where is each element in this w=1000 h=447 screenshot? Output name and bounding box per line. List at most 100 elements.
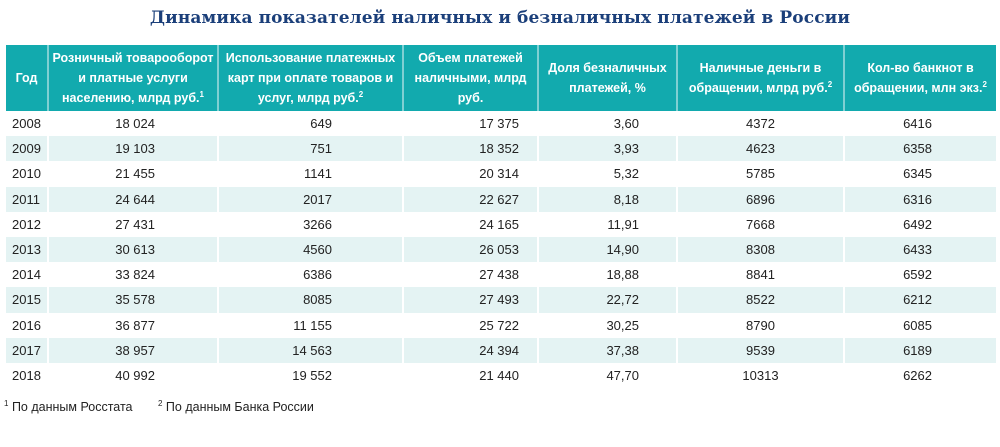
cell-cash-payments: 27 493	[402, 287, 538, 313]
cell-card-payments: 8085	[217, 287, 403, 313]
table-row: 2008 18 024 649 17 375 3,60 4372 6416	[6, 111, 996, 137]
cell-retail-turnover: 38 957	[47, 337, 218, 363]
payments-table: Год Розничный товарооборот и платные усл…	[6, 45, 996, 389]
cell-year: 2014	[12, 267, 41, 283]
cell-cash-payments: 22 627	[402, 186, 538, 212]
cell-retail-turnover: 21 455	[47, 161, 218, 187]
cell-year: 2011	[6, 186, 48, 212]
cell-year: 2018	[12, 367, 41, 383]
cell-card-payments: 11 155	[217, 312, 403, 338]
cell-banknotes-count: 6212	[843, 287, 996, 313]
header-cashless-share: Доля безналичных платежей, %	[537, 45, 677, 111]
cell-retail-turnover: 35 578	[47, 287, 218, 313]
cell-cash-payments: 25 722	[402, 312, 538, 338]
cell-cashless-share: 18,88	[537, 262, 677, 288]
cell-banknotes-count: 6085	[843, 312, 996, 338]
cell-cash-in-circulation: 9539	[676, 337, 844, 363]
cell-cashless-share: 8,18	[537, 186, 677, 212]
header-row: Год Розничный товарооборот и платные усл…	[6, 45, 996, 111]
cell-cash-payments: 27 438	[402, 262, 538, 288]
cell-cash-payments: 26 053	[402, 236, 538, 263]
cell-cash-payments: 18 352	[402, 136, 538, 162]
header-retail-turnover: Розничный товарооборот и платные услуги …	[47, 45, 218, 111]
table-row: 2018 40 992 19 552 21 440 47,70 10313 6262	[6, 362, 996, 389]
cell-cashless-share: 47,70	[537, 362, 677, 389]
cell-banknotes-count: 6358	[843, 136, 996, 162]
table-row: 2012 27 431 3266 24 165 11,91 7668 6492	[6, 211, 996, 237]
cell-cash-in-circulation: 7668	[676, 211, 844, 237]
cell-cashless-share: 5,32	[537, 161, 677, 187]
header-banknotes-count: Кол-во банкнот в обращении, млн экз.2	[843, 45, 996, 111]
cell-retail-turnover: 33 824	[47, 262, 218, 288]
cell-cashless-share: 11,91	[537, 211, 677, 237]
cell-cashless-share: 3,93	[537, 136, 677, 162]
cell-cash-payments: 17 375	[402, 111, 538, 137]
cell-year: 2012	[12, 216, 41, 232]
cell-year: 2017	[6, 337, 48, 363]
cell-banknotes-count: 6433	[843, 236, 996, 263]
cell-retail-turnover: 19 103	[47, 136, 218, 162]
cell-year: 2016	[12, 317, 41, 333]
cell-retail-turnover: 36 877	[47, 312, 218, 338]
cell-year: 2009	[6, 136, 48, 162]
cell-card-payments: 751	[217, 136, 403, 162]
cell-cashless-share: 30,25	[537, 312, 677, 338]
cell-cashless-share: 37,38	[537, 337, 677, 363]
cell-cash-payments: 24 394	[402, 337, 538, 363]
cell-retail-turnover: 18 024	[47, 111, 218, 137]
cell-cash-in-circulation: 4372	[676, 111, 844, 137]
table-title: Динамика показателей наличных и безналич…	[149, 8, 851, 28]
cell-banknotes-count: 6592	[843, 262, 996, 288]
cell-card-payments: 6386	[217, 262, 403, 288]
header-cash-payments: Объем платежей наличными, млрд руб.	[402, 45, 538, 111]
cell-cash-in-circulation: 4623	[676, 136, 844, 162]
cell-retail-turnover: 30 613	[47, 236, 218, 263]
cell-card-payments: 1141	[217, 161, 403, 187]
header-year: Год	[6, 45, 48, 111]
cell-cash-in-circulation: 6896	[676, 186, 844, 212]
table-row: 2015 35 578 8085 27 493 22,72 8522 6212	[6, 287, 996, 313]
table-row: 2016 36 877 11 155 25 722 30,25 8790 6085	[6, 312, 996, 338]
footnote-rosstat: 1 По данным Росстата	[4, 399, 133, 415]
table-row: 2011 24 644 2017 22 627 8,18 6896 6316	[6, 186, 996, 212]
cell-year: 2010	[12, 166, 41, 182]
cell-retail-turnover: 24 644	[47, 186, 218, 212]
cell-cash-in-circulation: 5785	[676, 161, 844, 187]
cell-card-payments: 3266	[217, 211, 403, 237]
cell-card-payments: 2017	[217, 186, 403, 212]
cell-banknotes-count: 6316	[843, 186, 996, 212]
cell-cash-in-circulation: 8308	[676, 236, 844, 263]
table-row: 2009 19 103 751 18 352 3,93 4623 6358	[6, 136, 996, 162]
cell-year: 2008	[12, 116, 41, 132]
cell-year: 2013	[6, 236, 48, 263]
header-card-payments: Использование платежных карт при оплате …	[217, 45, 403, 111]
cell-cash-payments: 24 165	[402, 211, 538, 237]
cell-cash-in-circulation: 8841	[676, 262, 844, 288]
cell-card-payments: 19 552	[217, 362, 403, 389]
cell-banknotes-count: 6262	[843, 362, 996, 389]
cell-cash-in-circulation: 10313	[676, 362, 844, 389]
cell-retail-turnover: 27 431	[47, 211, 218, 237]
cell-banknotes-count: 6189	[843, 337, 996, 363]
cell-banknotes-count: 6492	[843, 211, 996, 237]
cell-cash-in-circulation: 8522	[676, 287, 844, 313]
cell-cash-in-circulation: 8790	[676, 312, 844, 338]
footnote-bank-of-russia: 2 По данным Банка России	[157, 399, 314, 415]
cell-card-payments: 4560	[217, 236, 403, 263]
cell-banknotes-count: 6345	[843, 161, 996, 187]
cell-cashless-share: 3,60	[537, 111, 677, 137]
table-row: 2017 38 957 14 563 24 394 37,38 9539 6189	[6, 337, 996, 363]
cell-cashless-share: 22,72	[537, 287, 677, 313]
cell-card-payments: 14 563	[217, 337, 403, 363]
header-cash-in-circulation: Наличные деньги в обращении, млрд руб.2	[676, 45, 844, 111]
cell-retail-turnover: 40 992	[47, 362, 218, 389]
cell-card-payments: 649	[217, 111, 403, 137]
cell-cashless-share: 14,90	[537, 236, 677, 263]
cell-cash-payments: 21 440	[402, 362, 538, 389]
cell-cash-payments: 20 314	[402, 161, 538, 187]
cell-banknotes-count: 6416	[843, 111, 996, 137]
table-row: 2014 33 824 6386 27 438 18,88 8841 6592	[6, 262, 996, 288]
cell-year: 2015	[6, 287, 48, 313]
table-row: 2013 30 613 4560 26 053 14,90 8308 6433	[6, 236, 996, 263]
table-row: 2010 21 455 1141 20 314 5,32 5785 6345	[6, 161, 996, 187]
